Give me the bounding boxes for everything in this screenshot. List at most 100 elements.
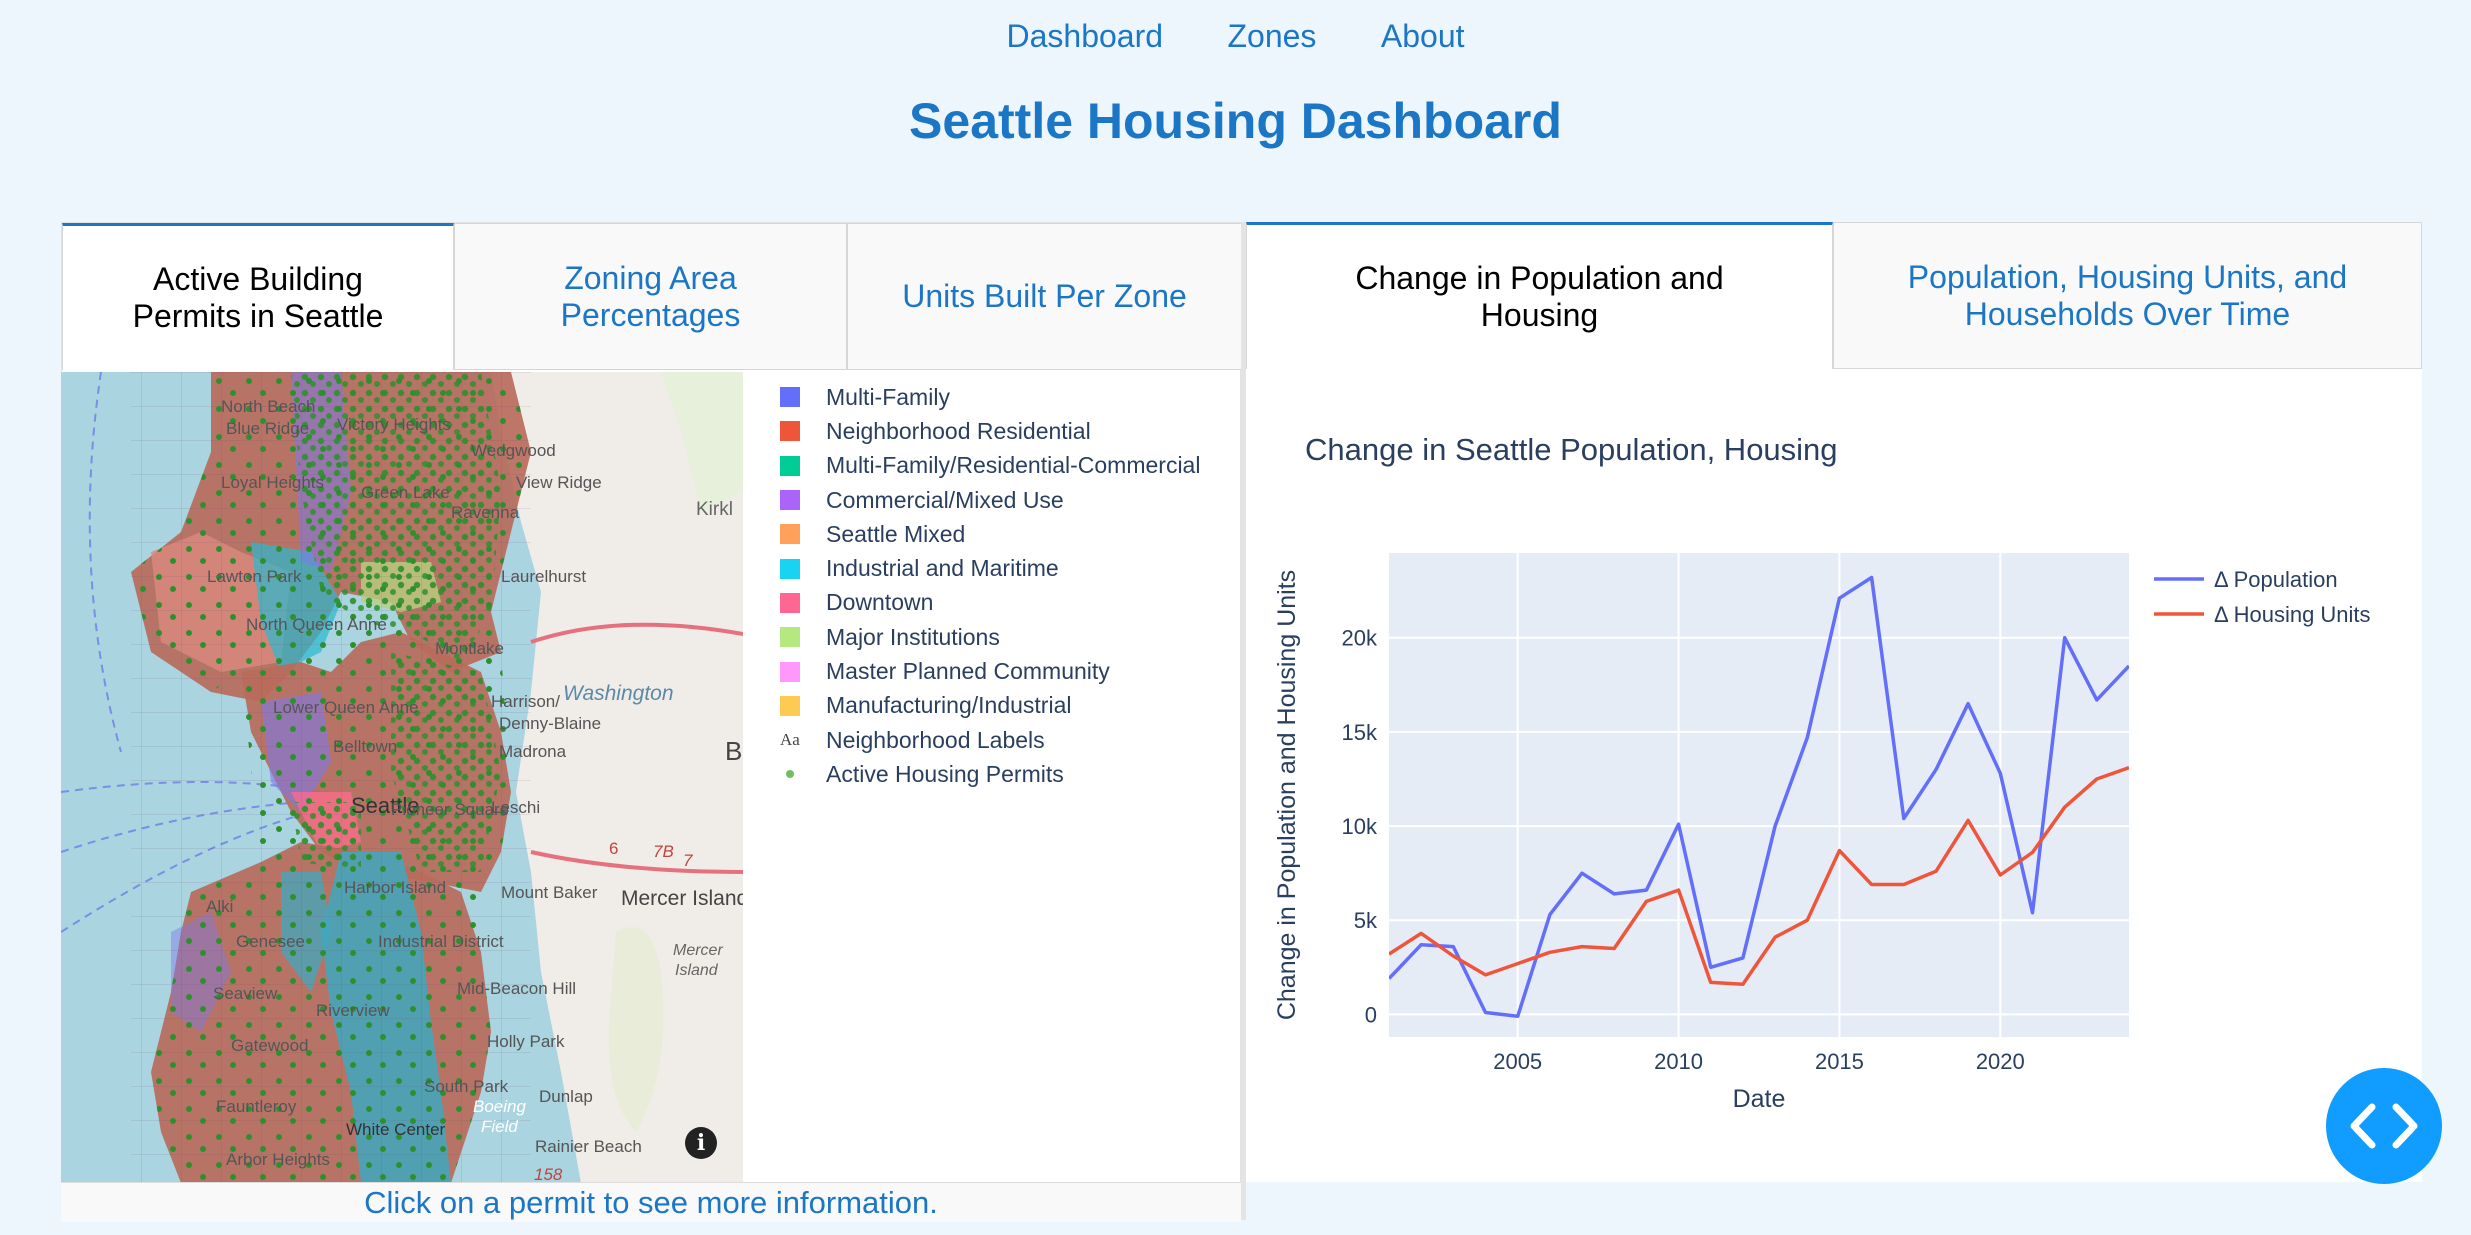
legend-item-seattle-mixed[interactable]: Seattle Mixed: [780, 517, 1200, 551]
nav-link-zones[interactable]: Zones: [1227, 18, 1317, 54]
tab-active-building-permits[interactable]: Active Building Permits in Seattle: [62, 223, 454, 370]
legend-swatch: [780, 421, 800, 442]
top-nav: Dashboard Zones About: [0, 18, 2471, 55]
legend-swatch: [780, 455, 800, 476]
map-label: Laurelhurst: [501, 567, 586, 586]
legend-label: Active Housing Permits: [826, 760, 1064, 787]
tab-label: Percentages: [560, 296, 741, 333]
legend-swatch: [780, 695, 800, 716]
y-axis-title: Change in Population and Housing Units: [1273, 570, 1301, 1020]
x-tick-label: 2010: [1654, 1049, 1703, 1074]
data-point: [1675, 886, 1683, 894]
data-point: [1514, 1012, 1522, 1020]
data-point: [2028, 848, 2036, 856]
legend-label: Industrial and Maritime: [826, 555, 1059, 582]
page-title: Seattle Housing Dashboard: [909, 93, 1562, 149]
legend-item-manufacturing-industrial[interactable]: Manufacturing/Industrial: [780, 689, 1200, 723]
tab-label: Zoning Area: [564, 259, 737, 296]
code-brackets-icon: [2350, 1103, 2418, 1149]
zoning-map[interactable]: Kirkl Washington Mercer Island Mercer Is…: [61, 372, 743, 1183]
data-point: [1835, 847, 1843, 855]
legend-label: Neighborhood Labels: [826, 726, 1045, 753]
tab-units-built-per-zone[interactable]: Units Built Per Zone: [847, 223, 1242, 370]
map-label: Montlake: [435, 639, 504, 658]
active-permit-markers-downtown[interactable]: [291, 802, 361, 872]
legend-item-major-institutions[interactable]: Major Institutions: [780, 620, 1200, 654]
data-point: [1385, 975, 1393, 983]
highway-shield: 158: [534, 1165, 563, 1183]
legend-item-master-planned-community[interactable]: Master Planned Community: [780, 654, 1200, 688]
data-point: [1642, 886, 1650, 894]
highway-90: [530, 850, 743, 874]
data-point: [1996, 871, 2004, 879]
data-point: [1449, 943, 1457, 951]
map-attribution-info-icon[interactable]: i: [685, 1127, 717, 1159]
data-point: [1900, 815, 1908, 823]
map-label: Wedgwood: [471, 441, 556, 460]
data-point: [1868, 573, 1876, 581]
legend-item-multi-family[interactable]: Multi-Family: [780, 380, 1200, 414]
data-point: [2028, 909, 2036, 917]
legend-item-multi-family-residential-commercial[interactable]: Multi-Family/Residential-Commercial: [780, 449, 1200, 483]
legend-item-industrial-maritime[interactable]: Industrial and Maritime: [780, 551, 1200, 585]
map-label: Harrison/: [491, 692, 560, 711]
legend-swatch: [780, 592, 800, 613]
panel-divider: [1241, 222, 1246, 1220]
map-label: Seaview: [213, 984, 278, 1003]
permit-hint-text: Click on a permit to see more informatio…: [61, 1182, 1241, 1222]
data-point: [1417, 941, 1425, 949]
tab-label: Households Over Time: [1964, 295, 2291, 332]
data-point: [1835, 594, 1843, 602]
map-label: Rainier Beach: [535, 1137, 642, 1156]
tab-zoning-area-percentages[interactable]: Zoning Area Percentages: [454, 223, 847, 370]
data-point: [1675, 820, 1683, 828]
legend-item-commercial-mixed-use[interactable]: Commercial/Mixed Use: [780, 483, 1200, 517]
data-point: [1707, 978, 1715, 986]
map-label: Victory Heights: [337, 415, 451, 434]
legend-item-neighborhood-residential[interactable]: Neighborhood Residential: [780, 414, 1200, 448]
map-label: Gatewood: [231, 1036, 309, 1055]
map-label: Fauntleroy: [216, 1097, 297, 1116]
active-permit-markers-dense-north[interactable]: [291, 372, 501, 662]
chart-title: Change in Seattle Population, Housing: [1305, 432, 1838, 467]
data-point: [1996, 769, 2004, 777]
mercer-island-land: [608, 927, 664, 1132]
map-label: Madrona: [499, 742, 567, 761]
map-label: Mercer: [673, 942, 723, 959]
legend-label: Neighborhood Residential: [826, 417, 1091, 444]
tab-population-housing-households[interactable]: Population, Housing Units, and Households…: [1833, 222, 2422, 369]
active-permit-markers-dense-central[interactable]: [391, 652, 501, 872]
map-label: North Beach: [221, 397, 316, 416]
tab-label: Change in Population and: [1355, 260, 1724, 296]
park-area: [661, 372, 743, 512]
legend-label: Major Institutions: [826, 623, 1000, 650]
data-point: [1803, 734, 1811, 742]
legend-swatch: [780, 490, 800, 511]
map-legend: Multi-Family Neighborhood Residential Mu…: [780, 380, 1200, 792]
data-point: [1385, 950, 1393, 958]
legend-item-neighborhood-labels[interactable]: Aa Neighborhood Labels: [780, 723, 1200, 757]
legend-item-active-housing-permits[interactable]: Active Housing Permits: [780, 757, 1200, 791]
code-toggle-button[interactable]: [2326, 1068, 2442, 1184]
nav-link-about[interactable]: About: [1380, 18, 1465, 54]
population-housing-line-chart[interactable]: 0 5k 10k 15k 20k 2005 2010 2015 2020 Date Change i…: [1246, 500, 2422, 1140]
map-label: Denny-Blaine: [499, 714, 601, 733]
y-tick-label: 10k: [1342, 814, 1378, 839]
map-label: Riverview: [316, 1001, 390, 1020]
legend-swatch: [780, 558, 800, 579]
y-tick-label: 5k: [1354, 908, 1378, 933]
dot-icon: [780, 770, 800, 779]
map-label: Dunlap: [539, 1087, 593, 1106]
series-line[interactable]: [1389, 575, 2129, 1019]
data-point: [1449, 952, 1457, 960]
left-tab-bar: Active Building Permits in Seattle Zoning…: [62, 223, 1242, 370]
tab-label: Units Built Per Zone: [902, 278, 1187, 314]
series-line[interactable]: [1389, 766, 2129, 987]
legend-item-downtown[interactable]: Downtown: [780, 586, 1200, 620]
tab-change-population-housing[interactable]: Change in Population and Housing: [1246, 222, 1833, 369]
data-point: [1578, 943, 1586, 951]
map-canvas[interactable]: Kirkl Washington Mercer Island Mercer Is…: [61, 372, 743, 1183]
y-tick-label: 15k: [1342, 720, 1378, 745]
nav-link-dashboard[interactable]: Dashboard: [1006, 18, 1164, 54]
y-tick-label: 0: [1365, 1002, 1377, 1027]
